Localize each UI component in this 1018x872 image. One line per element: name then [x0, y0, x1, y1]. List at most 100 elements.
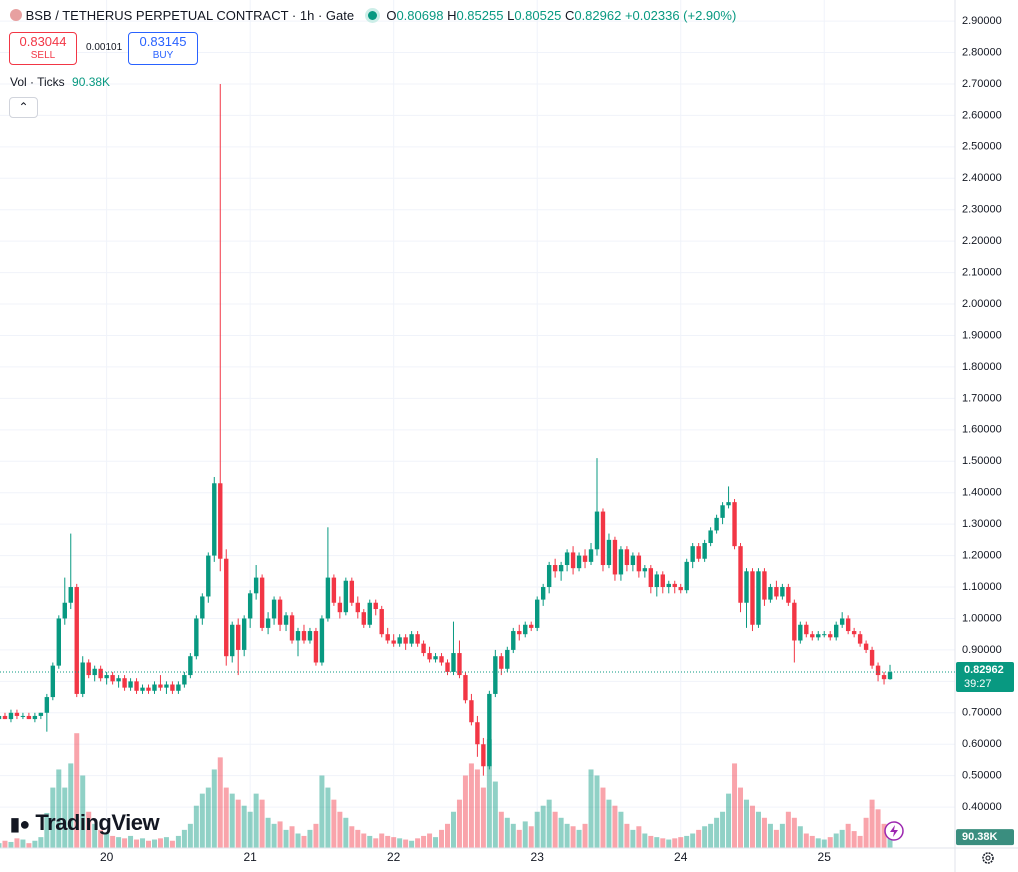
volume-bar [373, 838, 379, 848]
candle-body [212, 483, 217, 556]
buy-button[interactable]: 0.83145 BUY [128, 32, 198, 65]
candle-body [415, 634, 420, 644]
volume-bar [283, 829, 289, 848]
y-tick-label: 1.30000 [962, 518, 1002, 530]
candle-body [349, 580, 355, 603]
volume-bar [516, 829, 522, 848]
volume-bar [857, 835, 863, 848]
candle-body [887, 672, 893, 680]
candle-body [851, 631, 857, 635]
volume-bar [0, 843, 2, 848]
settings-icon[interactable] [982, 852, 994, 864]
candle-body [475, 722, 480, 745]
candle-body [20, 715, 26, 717]
candle-body [62, 602, 67, 619]
volume-bar [259, 799, 265, 848]
volume-bar [749, 805, 755, 848]
candle-body [654, 574, 659, 588]
sell-button[interactable]: 0.83044 SELL [9, 32, 77, 65]
volume-bar [385, 835, 391, 848]
candle-body [738, 546, 743, 603]
candle-body [714, 517, 719, 531]
candle-body [259, 577, 265, 628]
candle-body [792, 602, 797, 641]
volume-bar [468, 763, 474, 848]
market-status [367, 11, 377, 20]
x-tick-label: 22 [387, 850, 401, 864]
volume-bar [797, 826, 803, 848]
volume-bar [271, 823, 277, 848]
candle-body [271, 599, 277, 619]
logo-text: TradingView [35, 810, 160, 835]
y-tick-label: 2.60000 [962, 109, 1002, 121]
candle-body [427, 653, 432, 660]
volume-bar [32, 840, 38, 848]
volume-bar [558, 817, 564, 848]
volume-bar [205, 787, 211, 848]
candle-body [289, 615, 295, 641]
ohlc-value: 0.85255 [456, 8, 504, 23]
volume-bar [672, 838, 678, 848]
y-tick-label: 2.10000 [962, 267, 1002, 279]
volume-bar [122, 838, 128, 848]
volume-bar [773, 829, 779, 848]
candle-body [367, 602, 372, 625]
candle-body [732, 502, 737, 547]
volume-bar [14, 838, 20, 848]
candle-body [8, 712, 14, 720]
candle-body [32, 715, 38, 720]
volume-bar [331, 799, 337, 848]
ohlc-value: 0.82962 [574, 8, 622, 23]
candle-body [38, 712, 44, 716]
volume-bar [767, 823, 773, 848]
volume-bar [839, 829, 845, 848]
y-tick-label: 0.50000 [962, 770, 1002, 782]
candle-body [523, 624, 528, 635]
volume-bar [684, 835, 690, 848]
alert-icon[interactable] [884, 821, 904, 841]
candle-body [194, 618, 199, 657]
volume-bar [738, 787, 744, 848]
volume-bar [74, 733, 80, 848]
y-tick-label: 1.10000 [962, 581, 1002, 593]
volume-bar [86, 811, 92, 848]
volume-bar [229, 793, 235, 848]
candle-body [839, 618, 845, 625]
volume-bar [343, 817, 349, 848]
volume-bar [367, 835, 373, 848]
y-tick-label: 2.30000 [962, 204, 1002, 216]
volume-bar [409, 840, 415, 848]
candle-body [869, 649, 875, 666]
y-tick-label: 1.60000 [962, 424, 1002, 436]
symbol-title[interactable]: BSB / TETHERUS PERPETUAL CONTRACT · 1h ·… [25, 8, 355, 23]
candle-body [26, 715, 32, 720]
y-tick-label: 1.00000 [962, 612, 1002, 624]
logo[interactable]: ▮● TradingView [10, 810, 160, 836]
volume-bar [140, 838, 146, 848]
volume-bar [193, 805, 199, 848]
candle-body [182, 675, 187, 685]
candle-body [845, 618, 851, 632]
candle-body [301, 631, 307, 641]
volume-bar [714, 817, 720, 848]
volume-bar [421, 835, 427, 848]
collapse-button[interactable]: ⌃ [9, 97, 38, 118]
volume-bar [104, 833, 110, 848]
candle-body [265, 618, 271, 628]
candle-body [708, 530, 713, 544]
volume-bar [498, 811, 504, 848]
candle-body [469, 700, 474, 723]
sell-label: SELL [30, 50, 56, 61]
header-row: BSB / TETHERUS PERPETUAL CONTRACT · 1h ·… [10, 8, 736, 23]
volume-bar [678, 837, 684, 848]
candle-body [624, 549, 630, 566]
volume-bar [612, 805, 618, 848]
volume-bar [732, 763, 738, 848]
ohlc-label: O [386, 8, 397, 23]
x-tick-label: 20 [100, 850, 114, 864]
candle-body [481, 744, 486, 767]
candle-body [780, 587, 785, 597]
volume-bar [44, 812, 50, 848]
candle-body [421, 643, 426, 654]
